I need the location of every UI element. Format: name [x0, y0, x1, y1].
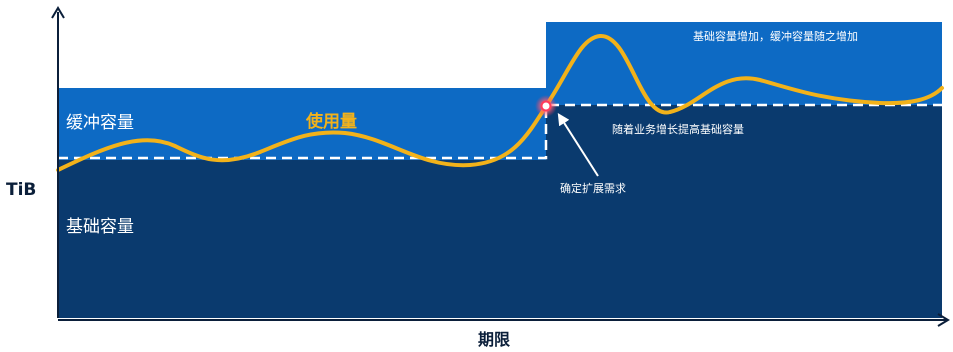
usage-label: 使用量 — [305, 111, 357, 132]
scale-trigger-annotation: 确定扩展需求 — [560, 181, 626, 195]
scale-trigger-dot — [540, 100, 552, 112]
base-threshold-line — [58, 103, 942, 160]
y-axis-label: TiB — [6, 180, 36, 200]
base-growth-annotation: 随着业务增长提高基础容量 — [612, 122, 744, 136]
y-axis-arrow-icon — [51, 6, 65, 19]
buffer-capacity-label: 缓冲容量 — [66, 113, 134, 133]
x-axis-label: 期限 — [478, 330, 511, 349]
buffer-growth-annotation: 基础容量增加，缓冲容量随之增加 — [693, 29, 858, 43]
scale-trigger-pointer — [557, 112, 599, 177]
base-region — [58, 105, 942, 318]
base-capacity-label: 基础容量 — [66, 217, 134, 237]
x-axis-arrow-icon — [937, 313, 950, 327]
